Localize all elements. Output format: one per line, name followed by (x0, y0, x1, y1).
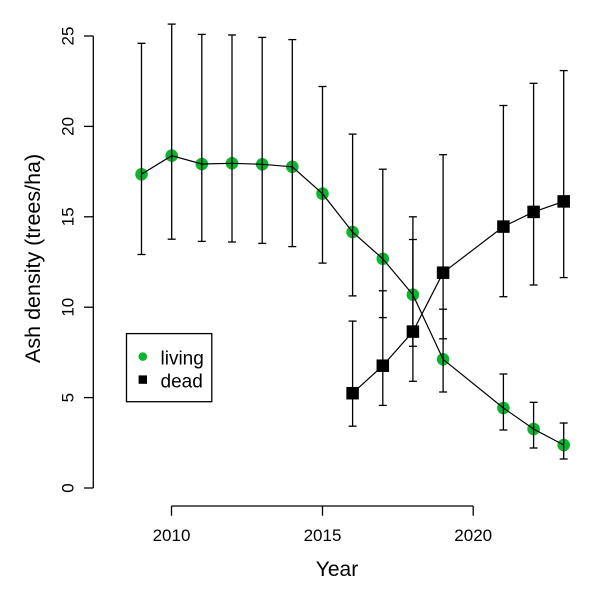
svg-text:2020: 2020 (454, 526, 492, 545)
svg-text:20: 20 (59, 117, 78, 136)
svg-text:15: 15 (59, 207, 78, 226)
svg-text:Ash density (trees/ha): Ash density (trees/ha) (21, 154, 45, 363)
svg-text:10: 10 (59, 298, 78, 317)
svg-text:2010: 2010 (153, 526, 191, 545)
svg-text:dead: dead (161, 372, 203, 393)
svg-text:5: 5 (59, 393, 78, 402)
svg-text:0: 0 (59, 483, 78, 492)
svg-text:living: living (161, 349, 204, 370)
svg-text:Year: Year (316, 558, 358, 581)
svg-text:2015: 2015 (304, 526, 342, 545)
svg-text:25: 25 (59, 27, 78, 46)
